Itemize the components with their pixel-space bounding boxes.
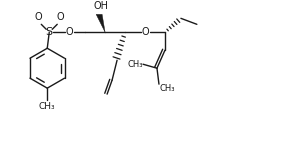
Text: O: O [65, 27, 73, 37]
Text: CH₃: CH₃ [39, 102, 56, 111]
Text: CH₃: CH₃ [159, 84, 175, 93]
Text: CH₃: CH₃ [127, 60, 143, 69]
Polygon shape [96, 14, 105, 32]
Text: OH: OH [94, 1, 109, 11]
Text: O: O [141, 27, 149, 37]
Text: S: S [46, 27, 53, 37]
Text: O: O [57, 12, 64, 22]
Text: O: O [35, 12, 42, 22]
